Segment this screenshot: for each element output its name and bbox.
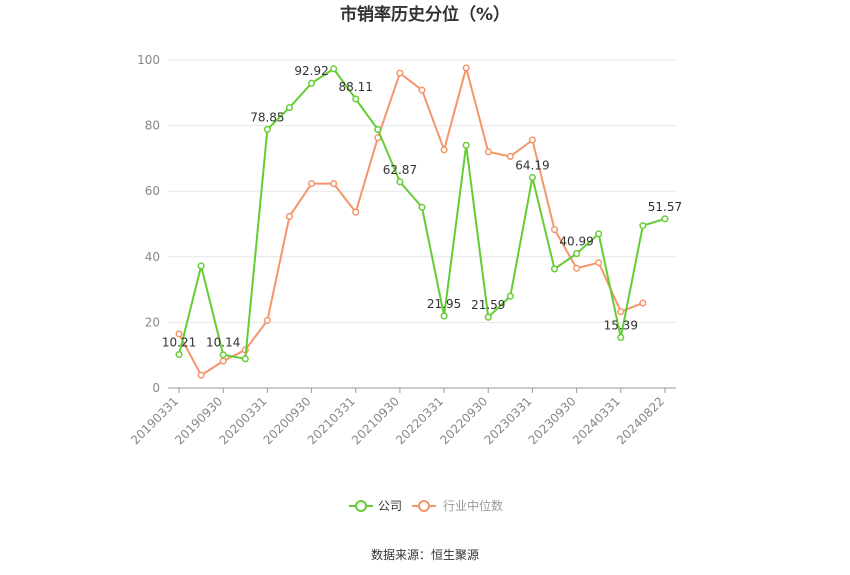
data-label: 92.92: [294, 64, 328, 78]
data-label: 51.57: [648, 200, 682, 214]
legend-item[interactable]: 行业中位数: [412, 498, 503, 513]
y-tick-label: 100: [137, 53, 160, 67]
data-point: [595, 259, 603, 267]
data-point: [617, 333, 625, 342]
data-label: 21.59: [471, 298, 505, 312]
data-point: [528, 136, 536, 144]
data-label: 21.95: [427, 297, 461, 311]
data-point: [484, 148, 492, 156]
data-point: [506, 152, 514, 160]
grid: [168, 59, 676, 323]
series-industry: [175, 63, 647, 379]
data-point: [396, 69, 404, 77]
chart-title: 市销率历史分位（%）: [340, 4, 510, 25]
data-point: [197, 371, 205, 379]
data-point: [219, 351, 227, 359]
data-point: [484, 313, 492, 321]
y-axis: 0 20 40 60 80 100: [137, 53, 160, 395]
source-note: 数据来源：恒生聚源: [371, 547, 479, 562]
legend-label: 行业中位数: [443, 498, 503, 513]
data-point: [639, 222, 647, 230]
data-point: [352, 95, 360, 103]
series-line: [178, 63, 644, 377]
data-point: [175, 350, 183, 359]
data-point: [330, 65, 338, 73]
data-point: [263, 125, 271, 133]
data-point: [462, 141, 470, 149]
legend-circle-icon: [355, 500, 367, 512]
data-point: [308, 180, 316, 188]
legend[interactable]: 公司 行业中位数: [349, 498, 503, 513]
y-tick-label: 40: [145, 250, 160, 264]
data-label: 78.85: [250, 110, 284, 124]
data-point: [263, 316, 271, 324]
data-labels: 10.21 10.14 78.85 92.92 88.11 62.87 21.95 21.59…: [162, 64, 682, 350]
data-point: [462, 64, 470, 72]
data-point: [418, 86, 426, 94]
data-point: [506, 292, 514, 300]
data-point: [396, 178, 404, 186]
x-tick-label: 20240822: [614, 394, 667, 447]
series-company: [175, 65, 669, 363]
data-point: [285, 212, 294, 221]
data-label: 88.11: [339, 80, 373, 94]
data-label: 10.21: [162, 336, 196, 350]
data-point: [595, 230, 603, 238]
data-point: [374, 125, 382, 134]
data-point: [617, 308, 625, 316]
data-point: [661, 215, 669, 223]
data-point: [440, 312, 448, 320]
legend-item[interactable]: 公司: [349, 499, 402, 513]
legend-circle-icon: [418, 500, 430, 512]
y-tick-label: 80: [145, 119, 160, 133]
data-point: [352, 208, 360, 216]
data-point: [418, 203, 426, 211]
legend-label: 公司: [378, 499, 402, 513]
data-label: 40.99: [559, 235, 593, 249]
data-point: [219, 357, 227, 365]
data-point: [308, 79, 316, 87]
x-axis: 2019033120190930202003312020093020210331…: [128, 387, 676, 447]
data-point: [528, 173, 536, 182]
data-point: [440, 146, 448, 154]
data-point: [197, 262, 205, 270]
data-label: 15.39: [604, 319, 638, 333]
y-tick-label: 0: [152, 381, 160, 395]
y-tick-label: 60: [145, 184, 160, 198]
y-tick-label: 20: [145, 315, 160, 329]
data-point: [175, 330, 183, 338]
data-point: [573, 250, 581, 258]
data-point: [241, 355, 249, 363]
data-label: 10.14: [206, 336, 240, 350]
data-label: 64.19: [515, 158, 549, 172]
data-point: [550, 226, 559, 234]
data-point: [573, 264, 581, 272]
data-point: [639, 299, 647, 307]
data-point: [330, 180, 338, 188]
data-point: [550, 265, 559, 273]
data-point: [285, 104, 294, 112]
data-label: 62.87: [383, 163, 417, 177]
